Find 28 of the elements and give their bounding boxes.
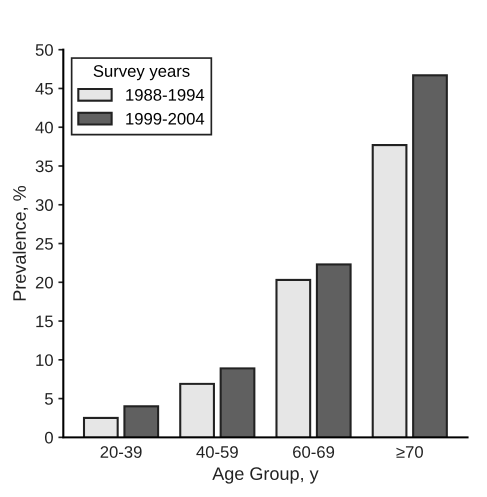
bar [220,367,256,438]
legend-label: 1988-1994 [126,89,204,101]
legend-label: 1999-2004 [126,112,204,125]
y-tick-label: 5 [44,393,53,405]
y-tick-label: 20 [36,276,53,288]
y-tick-label: 50 [36,44,53,56]
bar [275,278,312,438]
x-tick-label: 60-69 [293,446,334,458]
bar [179,382,215,438]
y-tick-label: 15 [36,316,53,328]
y-tick-label: 40 [35,122,53,134]
bar [412,74,448,438]
y-tick-label: 10 [36,354,53,366]
bar [372,144,408,438]
bar [316,263,352,438]
bar [123,405,160,438]
x-tick-label: 40-59 [196,446,238,458]
x-axis-title: Age Group, y [212,467,319,484]
legend-title: Survey years [94,65,190,80]
x-tick-label: 20-39 [100,446,142,458]
y-axis-title: Prevalence, % [12,186,28,300]
x-tick-label: ≥70 [396,446,423,458]
y-tick-label: 25 [36,238,53,250]
y-tick-label: 30 [36,199,53,211]
y-tick-label: 45 [35,83,53,95]
y-tick-label: 35 [36,160,53,172]
y-tick-label: 0 [44,432,53,444]
bar [82,416,119,438]
